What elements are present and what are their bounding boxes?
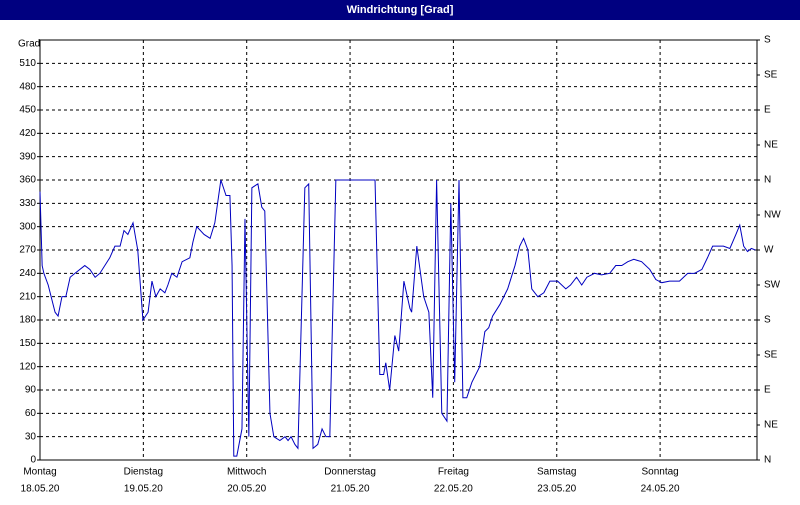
y-tick-label: 330 xyxy=(19,198,36,209)
x-tick-label: Donnerstag xyxy=(324,467,376,478)
x-tick-label: Montag xyxy=(23,467,56,478)
title-bar xyxy=(0,0,800,20)
y-tick-label: 510 xyxy=(19,58,36,69)
x-tick-label: Samstag xyxy=(537,467,576,478)
y-tick-label: 30 xyxy=(25,431,37,442)
y-axis-label: Grad xyxy=(18,39,40,50)
y2-tick-label: NE xyxy=(764,420,778,431)
y2-tick-label: N xyxy=(764,175,771,186)
y-tick-label: 90 xyxy=(25,385,37,396)
y-tick-label: 180 xyxy=(19,315,36,326)
x-tick-label: Freitag xyxy=(438,467,469,478)
y2-tick-label: W xyxy=(764,245,774,256)
x-tick-date: 20.05.20 xyxy=(227,484,266,495)
y2-tick-label: N xyxy=(764,455,771,466)
x-tick-date: 22.05.20 xyxy=(434,484,473,495)
x-tick-date: 19.05.20 xyxy=(124,484,163,495)
y-tick-label: 420 xyxy=(19,128,36,139)
y-tick-label: 450 xyxy=(19,105,36,116)
y-tick-label: 240 xyxy=(19,268,36,279)
y-tick-label: 360 xyxy=(19,175,36,186)
y2-tick-label: SE xyxy=(764,70,778,81)
y2-tick-label: NW xyxy=(764,210,781,221)
y2-tick-label: S xyxy=(764,315,771,326)
y-tick-label: 60 xyxy=(25,408,37,419)
plot-frame xyxy=(39,39,758,461)
x-tick-label: Mittwoch xyxy=(227,467,266,478)
y-tick-label: 270 xyxy=(19,245,36,256)
y2-tick-label: NE xyxy=(764,140,778,151)
x-tick-date: 23.05.20 xyxy=(537,484,576,495)
data-line xyxy=(39,179,756,457)
y2-tick-label: SW xyxy=(764,280,781,291)
y-tick-label: 210 xyxy=(19,291,36,302)
y-tick-label: 0 xyxy=(30,455,36,466)
y2-tick-label: S xyxy=(764,35,771,46)
y-tick-label: 150 xyxy=(19,338,36,349)
x-tick-label: Dienstag xyxy=(124,467,163,478)
x-tick-date: 24.05.20 xyxy=(641,484,680,495)
x-tick-label: Sonntag xyxy=(641,467,678,478)
chart-title: Windrichtung [Grad] xyxy=(347,4,454,16)
y2-tick-label: SE xyxy=(764,350,778,361)
y-tick-label: 390 xyxy=(19,151,36,162)
y-tick-label: 300 xyxy=(19,221,36,232)
y-tick-label: 120 xyxy=(19,361,36,372)
y2-tick-label: E xyxy=(764,385,771,396)
x-tick-date: 21.05.20 xyxy=(331,484,370,495)
y-tick-label: 480 xyxy=(19,81,36,92)
y2-tick-label: E xyxy=(764,105,771,116)
x-tick-date: 18.05.20 xyxy=(21,484,60,495)
